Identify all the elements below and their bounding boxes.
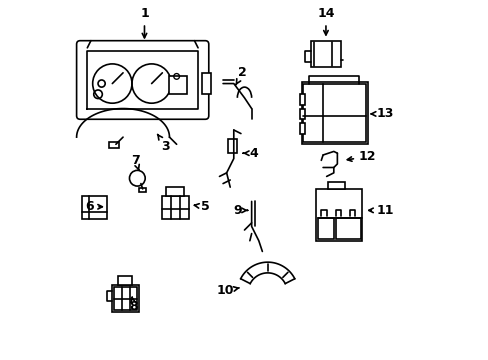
Text: 8: 8	[129, 297, 138, 313]
Bar	[299, 94, 305, 105]
Text: 10: 10	[216, 284, 239, 297]
Text: 3: 3	[157, 134, 170, 153]
Text: 4: 4	[243, 147, 257, 160]
Bar	[315, 189, 362, 241]
Text: 11: 11	[368, 204, 393, 217]
Bar	[299, 109, 305, 119]
Bar	[108, 143, 119, 148]
Text: 1: 1	[140, 8, 148, 38]
Text: 5: 5	[194, 200, 209, 213]
Bar	[139, 188, 146, 192]
Text: 9: 9	[233, 204, 247, 217]
Bar	[165, 187, 183, 196]
Bar	[169, 76, 187, 94]
Bar	[303, 84, 365, 143]
Bar	[118, 276, 132, 285]
Text: 6: 6	[84, 200, 102, 213]
Bar	[328, 182, 344, 189]
Text: 13: 13	[370, 107, 393, 120]
Bar	[335, 217, 360, 239]
Bar	[114, 287, 137, 310]
Text: 14: 14	[317, 8, 334, 35]
Bar	[201, 73, 210, 94]
Bar	[299, 123, 305, 134]
Bar	[310, 41, 340, 67]
Bar	[162, 196, 189, 219]
Bar	[317, 217, 333, 239]
FancyBboxPatch shape	[77, 41, 208, 119]
Bar	[228, 139, 237, 153]
Text: 2: 2	[236, 66, 246, 85]
Text: 12: 12	[346, 150, 376, 163]
Bar	[112, 285, 139, 312]
Bar	[301, 82, 367, 144]
Bar	[82, 196, 107, 219]
Text: 7: 7	[131, 154, 140, 170]
